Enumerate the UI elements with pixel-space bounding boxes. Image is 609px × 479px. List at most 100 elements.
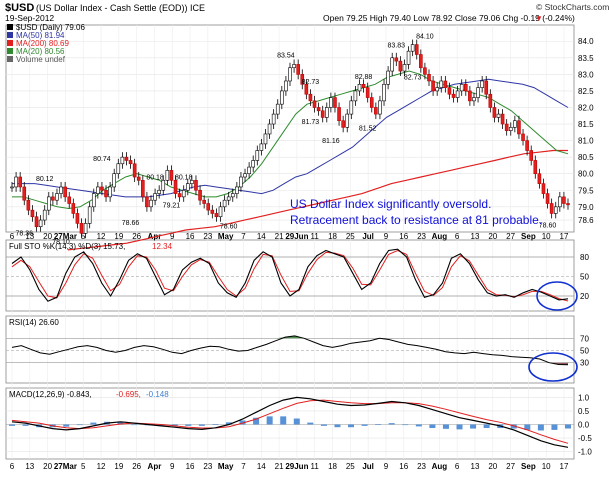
- price-bar-body: [288, 67, 292, 82]
- x-tick-label: 11: [311, 462, 320, 471]
- x-tick-label: 6: [455, 462, 460, 471]
- x-tick-label: 9: [170, 462, 175, 471]
- price-bar-body: [263, 133, 268, 145]
- price-bar-body: [271, 113, 276, 125]
- price-bar-body: [296, 64, 300, 75]
- price-bar-body: [124, 156, 129, 161]
- price-bar-body: [472, 97, 476, 102]
- macd-hist-bar: [239, 420, 246, 425]
- price-bar-body: [218, 206, 223, 218]
- price-bar-body: [149, 199, 153, 208]
- down-arrow-icon: ▼: [535, 14, 543, 23]
- price-bar-body: [18, 176, 22, 188]
- macd-label: MACD(12,26,9) -0.843,: [9, 390, 92, 399]
- rsi-line: [11, 335, 569, 366]
- price-bar-body: [476, 87, 480, 98]
- quote-line: Open 79.25 High 79.40 Low 78.92 Close 79…: [323, 13, 575, 23]
- price-tick-label: 82.0: [578, 103, 594, 112]
- x-tick-label: 9: [384, 232, 389, 241]
- macd-tick-label: 0.0: [578, 421, 590, 430]
- price-bar-body: [402, 64, 407, 72]
- price-bar-body: [83, 223, 88, 234]
- price-bar-body: [292, 64, 296, 69]
- x-tick-label: 17: [560, 232, 569, 241]
- x-tick-label: 19: [114, 232, 123, 241]
- x-tick-label: 17: [560, 462, 569, 471]
- price-bar-body: [251, 160, 256, 168]
- macd-hist-bar: [266, 416, 273, 425]
- sto-k-line: [11, 248, 569, 302]
- price-tick-label: 81.0: [578, 137, 594, 146]
- price-bar-body: [320, 110, 325, 118]
- x-tick-label: 26: [132, 462, 141, 471]
- ma200-path: [67, 149, 568, 251]
- price-bar-body: [132, 163, 137, 178]
- price-bar-body: [455, 90, 460, 98]
- ma200-line: [67, 149, 568, 251]
- price-bar-body: [71, 203, 76, 214]
- legend-ma50-swatch: [7, 32, 13, 38]
- price-bar-body: [337, 107, 341, 122]
- macd-hist-bar: [456, 424, 463, 430]
- legend-price-swatch: [7, 24, 13, 30]
- price-bar-body: [108, 186, 112, 198]
- rsi-label: RSI(14) 26.60: [9, 318, 59, 327]
- price-bar-body: [553, 206, 558, 214]
- x-tick-label: 16: [186, 232, 195, 241]
- price-bar-body: [87, 206, 92, 224]
- price-bar-body: [145, 196, 149, 208]
- price-bar-body: [239, 176, 243, 188]
- price-point-label: 78.10: [52, 239, 70, 246]
- price-point-label: 80.74: [93, 156, 111, 163]
- price-bar-body: [222, 199, 227, 208]
- price-point-label: 82.88: [355, 74, 373, 81]
- annotation-line-1: US Dollar Index significantly oversold.: [290, 197, 491, 211]
- price-bar-body: [51, 196, 55, 201]
- sto-panel: [5, 239, 575, 312]
- price-bar-body: [214, 213, 219, 218]
- price-tick-label: 80.0: [578, 170, 594, 179]
- x-tick-label: 10: [542, 462, 551, 471]
- price-axis: 84.0 83.5 83.0 82.5 82.0 81.5 81.0 80.5 80.0 79.5…: [578, 37, 594, 225]
- price-bar-body: [492, 107, 497, 118]
- macd-signal-value: -0.695,: [116, 390, 141, 399]
- macd-tick-label: -0.5: [578, 434, 592, 443]
- price-bar-body: [181, 189, 186, 198]
- x-tick-label: 7: [241, 462, 246, 471]
- price-tick-label: 84.0: [578, 37, 594, 46]
- price-point-label: 82.73: [302, 79, 320, 86]
- price-point-label: 81.73: [302, 119, 320, 126]
- price-bar-body: [190, 180, 194, 184]
- price-bar-body: [459, 83, 464, 92]
- price-bar-body: [398, 60, 403, 72]
- price-bar-body: [136, 176, 141, 181]
- sto-d-value: 12.34: [152, 242, 173, 251]
- x-tick-label: 6: [10, 462, 15, 471]
- macd-hist-bar: [510, 424, 517, 429]
- x-tick-label: 23: [417, 462, 426, 471]
- price-bar-body: [202, 199, 206, 204]
- price-bar-body: [96, 186, 100, 194]
- x-tick-label: 27Mar: [54, 232, 77, 241]
- price-tick-label: 83.0: [578, 70, 594, 79]
- x-tick-label: 10: [542, 232, 551, 241]
- price-bar-body: [165, 170, 170, 181]
- x-tick-label: 16: [399, 462, 408, 471]
- x-tick-label: 14: [257, 462, 266, 471]
- price-point-label: 84.10: [416, 34, 434, 41]
- macd-hist-bar: [280, 416, 287, 425]
- x-tick-label: 25: [346, 462, 355, 471]
- price-bar-body: [394, 57, 399, 62]
- macd-hist-bar: [171, 424, 178, 426]
- price-bar-body: [341, 120, 345, 128]
- x-tick-label: Sep: [521, 232, 536, 241]
- legend-volume: Volume undef: [16, 55, 66, 64]
- price-bar-body: [100, 186, 104, 191]
- x-tick-label: 6: [455, 232, 460, 241]
- macd-hist-bar: [429, 424, 436, 429]
- macd-hist-bar: [551, 424, 558, 430]
- price-point-label: 81.16: [322, 138, 340, 145]
- macd-hist-bar: [225, 422, 232, 425]
- price-bars: [10, 39, 570, 239]
- x-tick-label: 19: [114, 462, 123, 471]
